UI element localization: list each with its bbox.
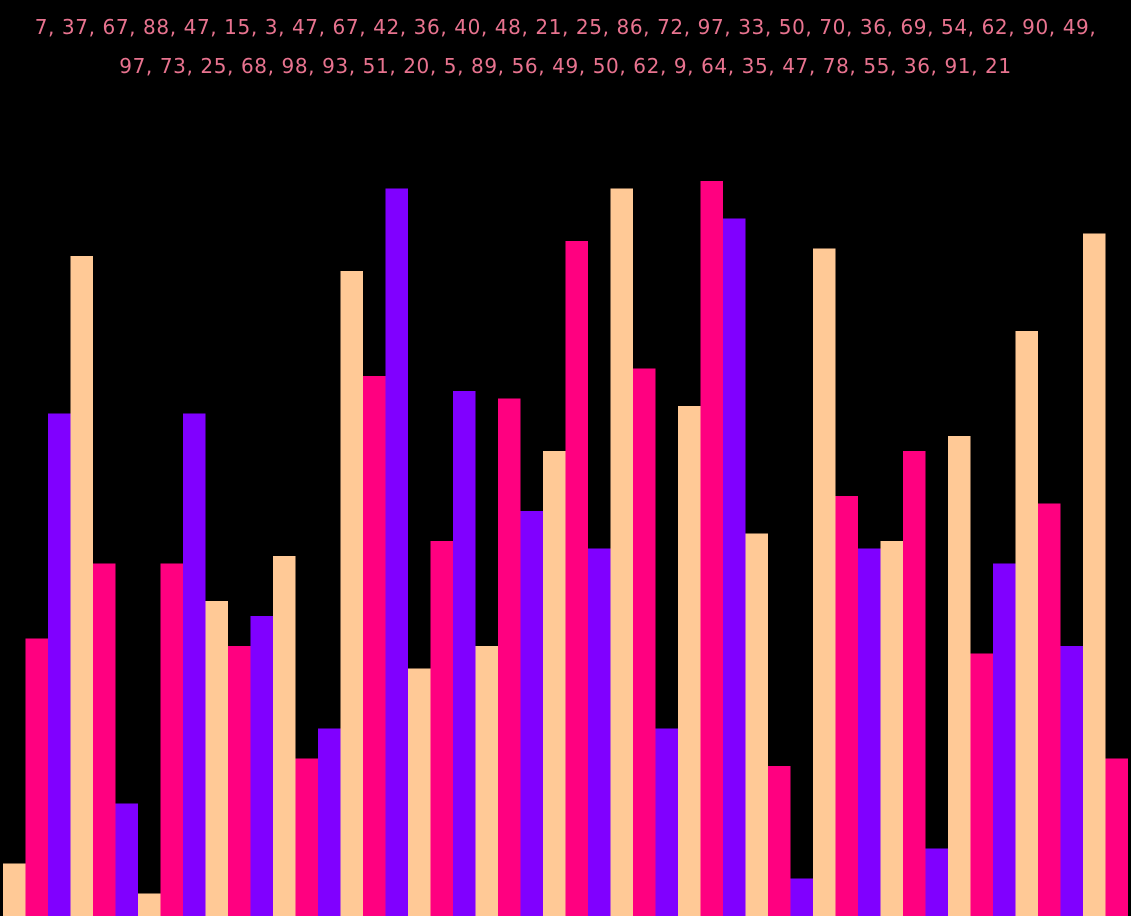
bar-43 bbox=[948, 436, 971, 916]
bar-37 bbox=[813, 248, 836, 916]
bar-17 bbox=[363, 376, 386, 916]
bar-42 bbox=[925, 848, 948, 916]
bar-40 bbox=[880, 541, 903, 916]
bar-18 bbox=[385, 188, 408, 916]
bar-32 bbox=[700, 181, 723, 916]
bar-39 bbox=[858, 548, 881, 916]
bar-8 bbox=[160, 563, 183, 916]
bar-10 bbox=[205, 601, 228, 916]
bar-6 bbox=[115, 803, 138, 916]
bar-13 bbox=[273, 556, 296, 916]
bar-9 bbox=[183, 413, 206, 916]
bar-26 bbox=[565, 241, 588, 916]
bar-34 bbox=[745, 533, 768, 916]
bar-38 bbox=[835, 496, 858, 916]
bar-33 bbox=[723, 218, 746, 916]
values-caption: 7, 37, 67, 88, 47, 15, 3, 47, 67, 42, 36… bbox=[34, 15, 1097, 78]
bar-30 bbox=[655, 728, 678, 916]
bar-36 bbox=[790, 878, 813, 916]
bar-29 bbox=[633, 368, 656, 916]
bar-35 bbox=[768, 766, 791, 916]
bar-15 bbox=[318, 728, 341, 916]
bar-19 bbox=[408, 668, 431, 916]
bar-46 bbox=[1015, 331, 1038, 916]
bar-16 bbox=[340, 271, 363, 916]
bar-50 bbox=[1105, 758, 1128, 916]
bar-4 bbox=[70, 256, 93, 916]
bar-11 bbox=[228, 646, 251, 916]
bar-22 bbox=[475, 646, 498, 916]
bar-1 bbox=[3, 863, 26, 916]
bar-44 bbox=[970, 653, 993, 916]
bar-12 bbox=[250, 616, 273, 916]
bar-7 bbox=[138, 893, 161, 916]
bar-45 bbox=[993, 563, 1016, 916]
bar-3 bbox=[48, 413, 71, 916]
bar-14 bbox=[295, 758, 318, 916]
bar-27 bbox=[588, 548, 611, 916]
bar-21 bbox=[453, 391, 476, 916]
bar-20 bbox=[430, 541, 453, 916]
bar-23 bbox=[498, 398, 521, 916]
bar-24 bbox=[520, 511, 543, 916]
bar-47 bbox=[1038, 503, 1061, 916]
bar-31 bbox=[678, 406, 701, 916]
bar-41 bbox=[903, 451, 926, 916]
bar-48 bbox=[1060, 646, 1083, 916]
bar-2 bbox=[25, 638, 48, 916]
bar-28 bbox=[610, 188, 633, 916]
bar-25 bbox=[543, 451, 566, 916]
bar-49 bbox=[1083, 233, 1106, 916]
bar-5 bbox=[93, 563, 116, 916]
